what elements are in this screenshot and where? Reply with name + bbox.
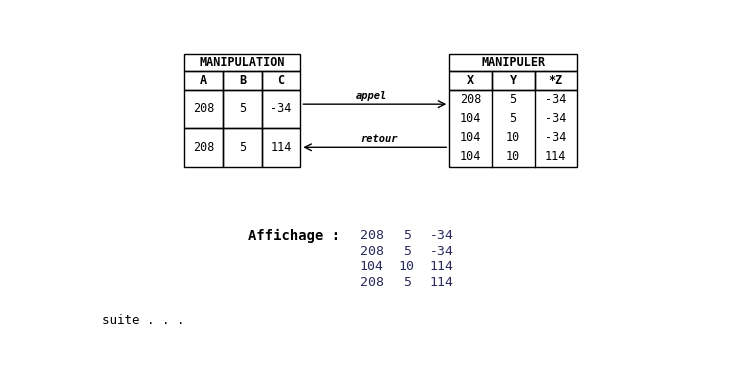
- Bar: [223, 71, 262, 89]
- Text: 10: 10: [506, 150, 520, 163]
- Bar: [449, 71, 492, 89]
- Text: 208: 208: [360, 276, 384, 288]
- Text: 104: 104: [460, 150, 482, 163]
- Bar: [534, 71, 577, 89]
- Text: suite . . .: suite . . .: [102, 315, 185, 327]
- Text: 114: 114: [430, 260, 453, 273]
- Text: -34: -34: [545, 131, 566, 144]
- Text: 5: 5: [239, 141, 246, 154]
- Bar: [449, 54, 577, 71]
- Text: 104: 104: [360, 260, 384, 273]
- Bar: [449, 89, 577, 166]
- Text: -34: -34: [545, 112, 566, 125]
- Bar: [262, 89, 301, 128]
- Bar: [184, 128, 223, 166]
- Text: 208: 208: [193, 141, 214, 154]
- Text: 5: 5: [510, 112, 516, 125]
- Text: B: B: [239, 74, 246, 87]
- Text: 208: 208: [193, 102, 214, 115]
- Text: MANIPULER: MANIPULER: [481, 56, 545, 69]
- Text: A: A: [200, 74, 207, 87]
- Text: 114: 114: [430, 276, 453, 288]
- Bar: [184, 71, 223, 89]
- Text: 5: 5: [403, 276, 410, 288]
- Text: 208: 208: [360, 245, 384, 258]
- Text: retour: retour: [360, 134, 398, 144]
- Text: -34: -34: [430, 229, 453, 242]
- Text: 5: 5: [239, 102, 246, 115]
- Text: 114: 114: [545, 150, 566, 163]
- Text: Affichage :: Affichage :: [248, 229, 340, 243]
- Text: -34: -34: [545, 93, 566, 106]
- Text: X: X: [467, 74, 474, 87]
- Text: 10: 10: [398, 260, 415, 273]
- Text: 104: 104: [460, 131, 482, 144]
- Text: Y: Y: [510, 74, 516, 87]
- Bar: [184, 54, 301, 71]
- Bar: [184, 89, 223, 128]
- Text: 208: 208: [360, 229, 384, 242]
- Text: 5: 5: [403, 245, 410, 258]
- Text: appel: appel: [355, 91, 387, 101]
- Bar: [223, 89, 262, 128]
- Text: 5: 5: [403, 229, 410, 242]
- Text: *Z: *Z: [548, 74, 563, 87]
- Text: C: C: [278, 74, 285, 87]
- Text: 10: 10: [506, 131, 520, 144]
- Text: MANIPULATION: MANIPULATION: [200, 56, 285, 69]
- Text: -34: -34: [270, 102, 292, 115]
- Bar: [262, 128, 301, 166]
- Text: -34: -34: [430, 245, 453, 258]
- Bar: [223, 128, 262, 166]
- Text: 104: 104: [460, 112, 482, 125]
- Bar: [492, 71, 534, 89]
- Bar: [262, 71, 301, 89]
- Text: 5: 5: [510, 93, 516, 106]
- Text: 208: 208: [460, 93, 482, 106]
- Text: 114: 114: [270, 141, 292, 154]
